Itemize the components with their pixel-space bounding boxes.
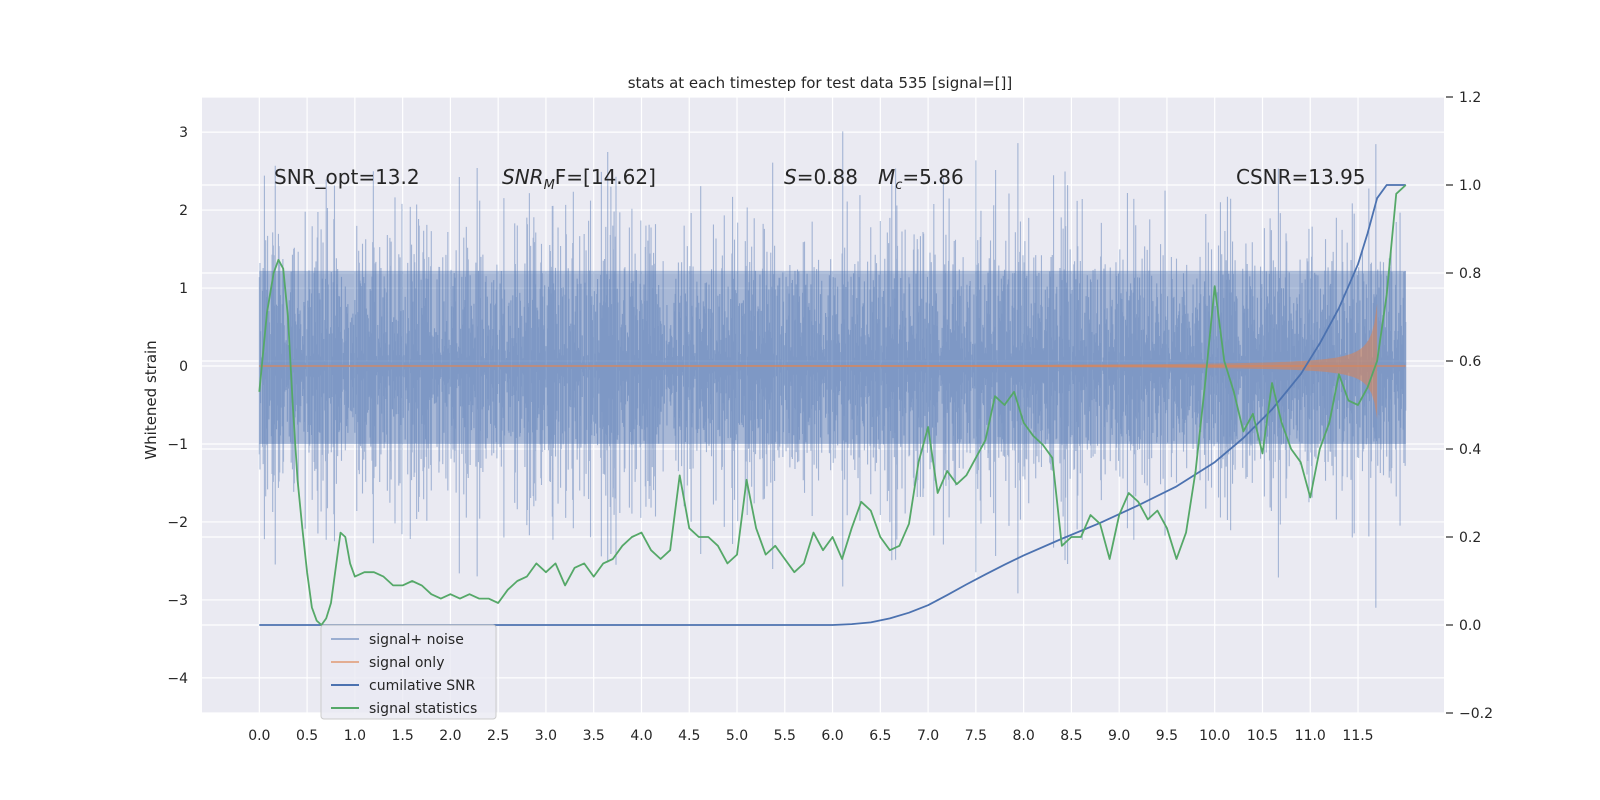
s-value: =0.88 xyxy=(797,165,858,189)
x-tick-label: 8.5 xyxy=(1060,728,1082,744)
y-tick-label: 1 xyxy=(179,281,188,297)
mc-value: =5.86 xyxy=(902,165,963,189)
y-tick-label: −3 xyxy=(167,593,188,609)
x-tick-label: 4.5 xyxy=(678,728,700,744)
signal-noise-series xyxy=(258,131,1407,608)
y2-tick-label: 1.0 xyxy=(1459,178,1481,194)
s-label: S xyxy=(784,165,797,189)
mc-label: M xyxy=(878,165,895,189)
x-tick-label: 6.0 xyxy=(821,728,843,744)
y2-axis-ticks: −0.2 0.0 0.2 0.4 0.6 0.8 1.0 1.2 xyxy=(1446,90,1493,722)
x-tick-label: 11.5 xyxy=(1342,728,1373,744)
y2-tick-label: 0.6 xyxy=(1459,354,1481,370)
x-tick-label: 8.0 xyxy=(1012,728,1034,744)
x-tick-label: 10.0 xyxy=(1199,728,1230,744)
y2-tick-label: 1.2 xyxy=(1459,90,1481,106)
y-axis-ticks: −4 −3 −2 −1 0 1 2 3 xyxy=(167,125,188,687)
y2-tick-label: 0.4 xyxy=(1459,442,1481,458)
snr-mf-main: SNR xyxy=(502,165,544,189)
y2-tick-label: 0.8 xyxy=(1459,266,1481,282)
chart-title: stats at each timestep for test data 535… xyxy=(628,74,1013,92)
s-annotation: S=0.88 xyxy=(784,165,858,189)
y-tick-label: 3 xyxy=(179,125,188,141)
y-tick-label: −2 xyxy=(167,515,188,531)
y-axis-label: Whitened strain xyxy=(142,340,160,459)
x-tick-label: 0.5 xyxy=(296,728,318,744)
x-tick-label: 6.5 xyxy=(869,728,891,744)
snr-mf-rest: F=[14.62] xyxy=(555,165,656,189)
annotations: SNR_opt=13.2 SNRMF=[14.62] S=0.88 Mc=5.8… xyxy=(274,165,1366,193)
x-tick-label: 3.0 xyxy=(535,728,557,744)
x-tick-label: 10.5 xyxy=(1247,728,1278,744)
snr-opt-annotation: SNR_opt=13.2 xyxy=(274,165,420,189)
y-tick-label: 0 xyxy=(179,359,188,375)
x-tick-label: 9.5 xyxy=(1156,728,1178,744)
x-tick-label: 1.5 xyxy=(391,728,413,744)
legend-label-signal-only: signal only xyxy=(369,655,444,671)
y2-tick-label: −0.2 xyxy=(1459,706,1493,722)
x-tick-label: 2.5 xyxy=(487,728,509,744)
y2-tick-label: 0.0 xyxy=(1459,618,1481,634)
legend-label-cumulative-snr: cumilative SNR xyxy=(369,678,476,694)
snr-mf-sub: M xyxy=(544,178,555,193)
x-axis-ticks: 0.0 0.5 1.0 1.5 2.0 2.5 3.0 3.5 4.0 4.5 5.0 5.5 6.0 6… xyxy=(248,728,1373,744)
x-tick-label: 5.5 xyxy=(774,728,796,744)
series-line xyxy=(258,184,1407,626)
line-series xyxy=(258,184,1407,626)
y2-tick-label: 0.2 xyxy=(1459,530,1481,546)
x-tick-label: 4.0 xyxy=(630,728,652,744)
x-tick-label: 0.0 xyxy=(248,728,270,744)
x-tick-label: 3.5 xyxy=(583,728,605,744)
legend: signal+ noise signal only cumilative SNR… xyxy=(320,624,497,720)
legend-label-signal-statistics: signal statistics xyxy=(369,701,477,717)
mc-annotation: Mc=5.86 xyxy=(878,165,964,193)
csnr-annotation: CSNR=13.95 xyxy=(1236,165,1366,189)
x-tick-label: 7.5 xyxy=(965,728,987,744)
mc-sub: c xyxy=(895,178,902,193)
grid-lines xyxy=(202,96,1444,714)
y-tick-label: −4 xyxy=(167,671,188,687)
legend-box xyxy=(320,624,497,720)
snr-mf-annotation: SNRMF=[14.62] xyxy=(502,165,656,193)
x-tick-label: 7.0 xyxy=(917,728,939,744)
signal-only-series xyxy=(259,303,1406,419)
y-tick-label: 2 xyxy=(179,203,188,219)
legend-label-signal-noise: signal+ noise xyxy=(369,632,464,648)
x-tick-label: 2.0 xyxy=(439,728,461,744)
x-tick-label: 5.0 xyxy=(726,728,748,744)
x-tick-label: 11.0 xyxy=(1295,728,1326,744)
x-tick-label: 9.0 xyxy=(1108,728,1130,744)
signal-noise-band xyxy=(259,270,1406,444)
y-tick-label: −1 xyxy=(167,437,188,453)
x-tick-label: 1.0 xyxy=(344,728,366,744)
